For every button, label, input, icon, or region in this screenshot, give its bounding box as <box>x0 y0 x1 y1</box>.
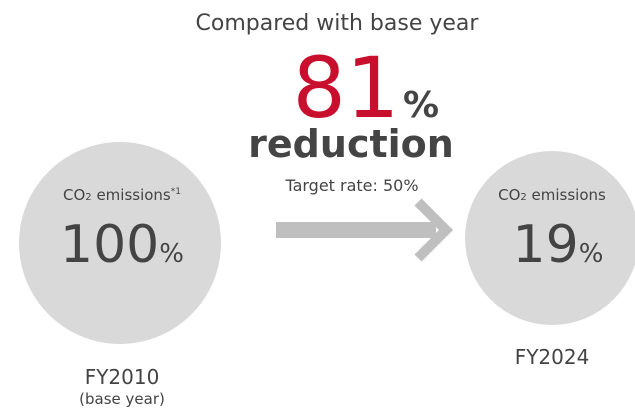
current-circle <box>465 151 635 325</box>
label-rest: emissions <box>527 186 606 204</box>
current-value: 19% <box>513 215 604 275</box>
label-sub: 2 <box>85 192 91 203</box>
label-note: *1 <box>171 187 181 197</box>
arrow <box>276 198 454 262</box>
base-year-note: (base year) <box>79 390 165 408</box>
current-label: CO2 emissions <box>498 186 606 204</box>
base-label: CO2 emissions*1 <box>63 186 181 204</box>
current-year: FY2024 <box>515 345 590 369</box>
unit: % <box>159 239 184 269</box>
value: 100 <box>60 215 159 275</box>
label-base: CO <box>63 186 85 204</box>
value: 19 <box>513 215 579 275</box>
target-rate: Target rate: 50% <box>284 176 418 195</box>
reduction-label: reduction <box>248 122 454 166</box>
label-sub: 2 <box>520 192 526 203</box>
base-circle <box>19 142 221 344</box>
label-rest: emissions <box>92 186 171 204</box>
base-year: FY2010 <box>85 365 160 389</box>
base-value: 100% <box>60 215 184 275</box>
label-base: CO <box>498 186 520 204</box>
unit: % <box>579 239 604 269</box>
title: Compared with base year <box>196 11 480 36</box>
reduction-value: 81 <box>293 39 400 137</box>
reduction-unit: % <box>403 85 439 126</box>
